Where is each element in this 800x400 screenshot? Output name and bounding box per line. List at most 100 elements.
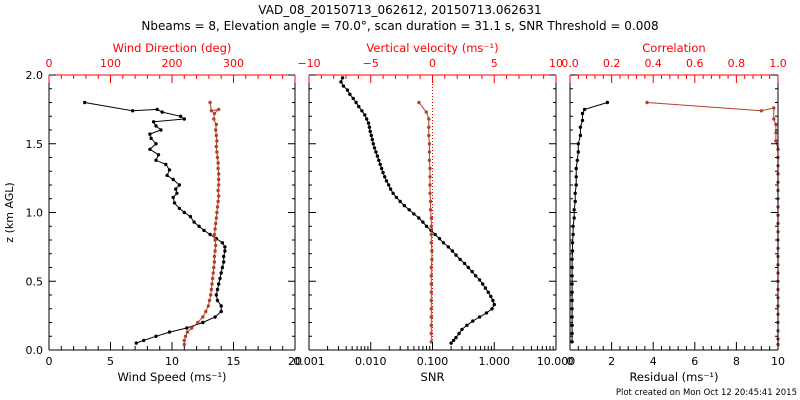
- snr-x-tick-label: 10.000: [537, 355, 576, 368]
- quality-x-tick-label: 0: [567, 355, 574, 368]
- snr-series-black-point: [379, 166, 384, 171]
- quality-series-black-point: [578, 125, 583, 129]
- wind-series-red-point: [209, 287, 214, 292]
- quality-series-black-point: [570, 257, 574, 261]
- snr-series-black-point: [441, 241, 446, 245]
- quality-series-red-point: [774, 131, 778, 135]
- snr-series-black-point: [454, 335, 458, 340]
- wind-series-black-point: [178, 114, 183, 119]
- wind-series-red-point: [217, 107, 221, 112]
- wind-series-black-point: [223, 245, 227, 249]
- snr-series-red-point: [424, 110, 428, 114]
- quality-x-tick-label: 8: [733, 355, 740, 368]
- snr-series-black-point: [449, 341, 453, 345]
- snr-series-black-point: [412, 212, 416, 216]
- wind-series-red-point: [214, 133, 218, 138]
- quality-series-red-line: [646, 102, 779, 345]
- snr-series-red-point: [428, 175, 432, 179]
- snr-series-red-point: [430, 257, 434, 261]
- wind-top-tick-label: 0: [46, 57, 53, 70]
- quality-series-black-point: [582, 107, 587, 112]
- quality-series-black-point: [571, 224, 575, 228]
- snr-series-black-point: [374, 150, 378, 154]
- snr-series-red-point: [429, 241, 433, 245]
- wind-y-tick-label: 1.0: [26, 207, 44, 220]
- snr-series-red-point: [427, 133, 431, 138]
- wind-series-red-point: [217, 172, 221, 176]
- wind-x-tick-label: 15: [227, 355, 241, 368]
- quality-x-tick-label: 2: [608, 355, 615, 368]
- snr-series-black-point: [381, 170, 385, 175]
- wind-series-black-point: [174, 187, 178, 191]
- wind-series-black-point: [142, 338, 146, 343]
- quality-top-tick-label: 0.6: [686, 57, 704, 70]
- snr-series-black-point: [369, 133, 373, 138]
- snr-series-black-point: [489, 294, 493, 299]
- wind-series-red-point: [209, 293, 213, 297]
- wind-series-black-point: [175, 191, 179, 195]
- wind-series-red-point: [196, 320, 200, 325]
- quality-top-tick-label: 0.4: [644, 57, 662, 70]
- wind-top-tick-label: 200: [162, 57, 183, 70]
- wind-series-red-point: [215, 205, 220, 209]
- wind-series-black-point: [201, 320, 205, 325]
- snr-series-black-point: [477, 315, 482, 319]
- quality-series-red-point: [645, 100, 649, 105]
- wind-series-red-point: [213, 227, 217, 231]
- wind-series-black-point: [177, 206, 182, 211]
- wind-series-black-point: [215, 298, 220, 303]
- snr-series-black-point: [384, 179, 389, 183]
- figure-title: VAD_08_20150713_062612, 20150713.062631: [258, 3, 541, 17]
- snr-series-black-point: [354, 100, 358, 105]
- snr-series-black-point: [477, 278, 482, 282]
- snr-series-red-point: [429, 323, 433, 327]
- snr-series-red-point: [429, 307, 433, 311]
- snr-series-red-point: [429, 232, 433, 237]
- wind-series-black-point: [185, 326, 189, 330]
- wind-series-red-point: [216, 166, 220, 171]
- snr-series-red-point: [428, 183, 432, 187]
- snr-series-black-point: [368, 129, 372, 134]
- snr-series-red-point: [427, 125, 431, 129]
- snr-series-red-point: [429, 216, 433, 220]
- quality-series-black-point: [570, 331, 574, 336]
- wind-series-red-point: [212, 117, 216, 121]
- snr-series-red-point: [428, 191, 432, 195]
- snr-series-black-point: [394, 195, 399, 200]
- wind-series-red-point: [212, 111, 217, 116]
- wind-panel: 0.0 0.5 1.0 1.5 2.0 z (km AGL) 0 5 10 15 20 Wind Sp…: [3, 41, 302, 384]
- wind-series-black-point: [182, 210, 186, 215]
- wind-series-red-point: [214, 221, 218, 226]
- snr-series-black-point: [490, 307, 494, 311]
- quality-series-black-point: [570, 323, 574, 327]
- quality-top-axis-label: Correlation: [642, 41, 705, 55]
- wind-series-black-point: [167, 330, 172, 334]
- quality-series-black-point: [576, 142, 580, 146]
- wind-series-red-point: [208, 100, 212, 105]
- wind-series-red-point: [215, 155, 220, 160]
- wind-series-red-point: [201, 315, 205, 319]
- quality-series-black-point: [573, 199, 577, 204]
- snr-series-red-point: [429, 265, 433, 270]
- wind-series-black-point: [164, 162, 168, 167]
- snr-series-black-point: [424, 224, 429, 228]
- snr-series-red-point: [428, 166, 432, 171]
- snr-series-black-point: [417, 216, 421, 220]
- snr-series-black-point: [367, 125, 372, 129]
- quality-series-black-point: [575, 158, 579, 162]
- quality-series-black-point: [580, 118, 585, 123]
- wind-series-red-point: [190, 326, 194, 330]
- wind-series-black-point: [160, 110, 164, 114]
- quality-series-black-point: [574, 166, 578, 171]
- snr-top-tick-label: 5: [491, 57, 498, 70]
- quality-series-black-point: [570, 241, 575, 245]
- quality-series-red-point: [774, 139, 778, 143]
- wind-y-tick-label: 2.0: [26, 69, 44, 82]
- snr-x-tick-label: 1.000: [479, 355, 511, 368]
- wind-series-red-point: [210, 282, 214, 286]
- snr-series-black-point: [446, 245, 450, 249]
- wind-series-black-point: [208, 232, 212, 237]
- snr-series-black-point: [437, 236, 442, 241]
- wind-series-black-point: [172, 201, 177, 205]
- snr-series-red-point: [429, 331, 433, 336]
